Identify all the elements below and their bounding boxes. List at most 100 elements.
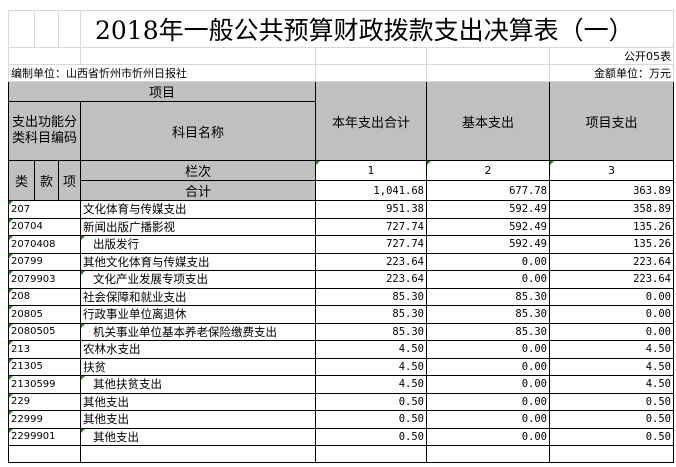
row-code: 2070408 [8, 235, 81, 254]
row-code: 207 [8, 200, 81, 219]
row-code: 21305 [8, 357, 81, 376]
row-basic: 592.49 [426, 217, 550, 236]
sum-project: 363.89 [549, 180, 674, 201]
row-total: 0.50 [315, 427, 427, 446]
row-project: 0.50 [549, 392, 674, 411]
sum-total: 1,041.68 [315, 180, 427, 201]
row-name: 其他扶贫支出 [80, 375, 316, 394]
row-code: 2130599 [8, 375, 81, 394]
table-row: 21305 扶贫 4.50 0.00 4.50 [8, 357, 674, 376]
row-name: 文化产业发展专项支出 [80, 270, 316, 289]
sum-basic: 677.78 [426, 180, 550, 201]
row-code: 208 [8, 287, 81, 306]
col-no-2: 2 [426, 160, 550, 181]
row-code: 229 [8, 392, 81, 411]
table-number: 公开05表 [549, 47, 674, 65]
table-row: 207 文化体育与传媒支出 951.38 592.49 358.89 [8, 200, 674, 219]
row-name: 行政事业单位离退休 [80, 305, 316, 324]
header-project: 项目支出 [549, 81, 674, 161]
row-project: 223.64 [549, 252, 674, 271]
row-total: 85.30 [315, 322, 427, 341]
row-basic: 0.00 [426, 375, 550, 394]
table-row: 2130599 其他扶贫支出 4.50 0.00 4.50 [8, 375, 674, 394]
table-row: 208 社会保障和就业支出 85.30 85.30 0.00 [8, 287, 674, 306]
row-basic: 85.30 [426, 305, 550, 324]
row-basic: 0.00 [426, 340, 550, 359]
row-basic: 0.00 [426, 357, 550, 376]
row-name: 其他支出 [80, 392, 316, 411]
row-code: 213 [8, 340, 81, 359]
row-project: 0.00 [549, 322, 674, 341]
compiling-unit: 编制单位：山西省忻州市忻州日报社 [8, 64, 316, 82]
table-row: 22999 其他支出 0.50 0.00 0.50 [8, 410, 674, 429]
table-row: 20805 行政事业单位离退休 85.30 85.30 0.00 [8, 305, 674, 324]
row-project: 135.26 [549, 235, 674, 254]
row-project: 4.50 [549, 375, 674, 394]
row-project: 135.26 [549, 217, 674, 236]
row-code: 20799 [8, 252, 81, 271]
header-total: 本年支出合计 [315, 81, 427, 161]
table-row: 229 其他支出 0.50 0.00 0.50 [8, 392, 674, 411]
table-row: 2080505 机关事业单位基本养老保险缴费支出 85.30 85.30 0.00 [8, 322, 674, 341]
header-func-code: 支出功能分类科目编码 [8, 101, 81, 161]
row-project: 0.50 [549, 427, 674, 446]
row-basic: 0.00 [426, 270, 550, 289]
row-project: 0.50 [549, 410, 674, 429]
row-project: 358.89 [549, 200, 674, 219]
table-row: 20704 新闻出版广播影视 727.74 592.49 135.26 [8, 217, 674, 236]
row-basic: 0.00 [426, 392, 550, 411]
row-total: 4.50 [315, 375, 427, 394]
row-basic: 0.00 [426, 252, 550, 271]
row-basic: 0.00 [426, 410, 550, 429]
row-total: 4.50 [315, 340, 427, 359]
row-name: 其他支出 [80, 410, 316, 429]
row-basic: 85.30 [426, 287, 550, 306]
header-column-no: 栏次 [80, 160, 316, 181]
row-project: 0.00 [549, 287, 674, 306]
header-basic: 基本支出 [426, 81, 550, 161]
row-name: 其他支出 [80, 427, 316, 446]
row-name: 机关事业单位基本养老保险缴费支出 [80, 322, 316, 341]
row-basic: 85.30 [426, 322, 550, 341]
row-basic: 592.49 [426, 200, 550, 219]
col-no-3: 3 [549, 160, 674, 181]
row-total: 951.38 [315, 200, 427, 219]
header-xiang: 项 [58, 160, 81, 201]
table-row: 213 农林水支出 4.50 0.00 4.50 [8, 340, 674, 359]
table-row: 2070408 出版发行 727.74 592.49 135.26 [8, 235, 674, 254]
row-name: 社会保障和就业支出 [80, 287, 316, 306]
row-project: 223.64 [549, 270, 674, 289]
budget-table: 2018年一般公共预算财政拨款支出决算表（一） 公开05表 编制单位：山西省忻州… [8, 10, 674, 463]
page-title: 2018年一般公共预算财政拨款支出决算表（一） [80, 10, 674, 48]
table-row: 2299901 其他支出 0.50 0.00 0.50 [8, 427, 674, 446]
amount-unit: 金额单位：万元 [549, 64, 674, 82]
sum-label: 合计 [80, 180, 316, 201]
row-basic: 0.00 [426, 427, 550, 446]
row-project: 4.50 [549, 357, 674, 376]
row-code: 2079903 [8, 270, 81, 289]
row-name: 新闻出版广播影视 [80, 217, 316, 236]
row-total: 223.64 [315, 270, 427, 289]
row-total: 0.50 [315, 410, 427, 429]
row-code: 20805 [8, 305, 81, 324]
col-no-1: 1 [315, 160, 427, 181]
row-name: 农林水支出 [80, 340, 316, 359]
row-project: 0.00 [549, 305, 674, 324]
row-code: 2080505 [8, 322, 81, 341]
table-row: 2079903 文化产业发展专项支出 223.64 0.00 223.64 [8, 270, 674, 289]
row-total: 727.74 [315, 217, 427, 236]
row-total: 4.50 [315, 357, 427, 376]
row-total: 0.50 [315, 392, 427, 411]
header-kuan: 款 [34, 160, 59, 201]
row-code: 20704 [8, 217, 81, 236]
table-row: 20799 其他文化体育与传媒支出 223.64 0.00 223.64 [8, 252, 674, 271]
row-name: 扶贫 [80, 357, 316, 376]
header-subject-name: 科目名称 [80, 101, 316, 161]
row-total: 85.30 [315, 287, 427, 306]
row-project: 4.50 [549, 340, 674, 359]
row-name: 文化体育与传媒支出 [80, 200, 316, 219]
header-item: 项目 [8, 81, 316, 102]
row-total: 85.30 [315, 305, 427, 324]
row-code: 2299901 [8, 427, 81, 446]
header-lei: 类 [8, 160, 35, 201]
